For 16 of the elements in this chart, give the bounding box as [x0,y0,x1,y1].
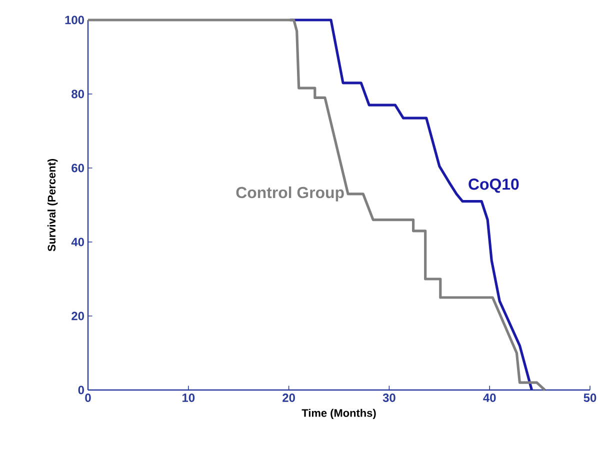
y-tick-label: 0 [78,386,84,394]
y-axis-title: Survival (Percent) [47,158,58,252]
series-label: Control Group [236,186,344,202]
series-label: CoQ10 [468,178,519,193]
x-tick-label: 20 [282,394,295,402]
x-tick-label: 10 [182,394,195,402]
y-tick-label: 80 [72,90,84,98]
x-axis-title: Time (Months) [302,408,376,420]
x-tick-label: 50 [584,394,596,402]
x-tick-label: 0 [85,394,91,402]
y-tick-label: 100 [65,16,84,24]
x-tick-label: 40 [483,394,496,402]
y-tick-label: 20 [72,312,84,320]
x-tick-label: 30 [382,394,396,402]
y-tick-label: 60 [72,164,84,172]
y-tick-label: 40 [71,238,84,246]
